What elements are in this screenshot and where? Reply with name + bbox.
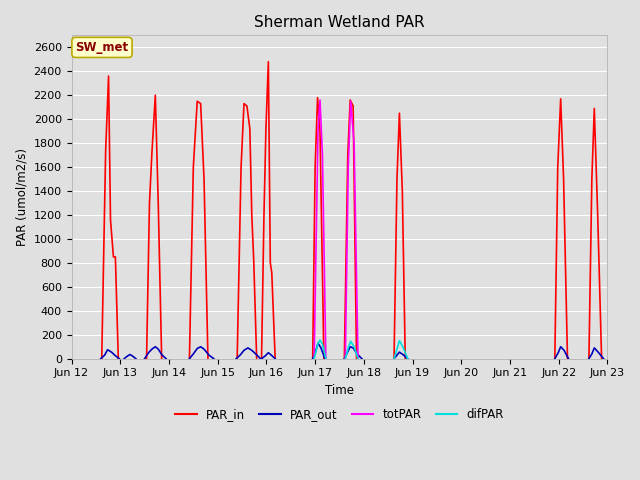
Text: SW_met: SW_met	[76, 41, 129, 54]
PAR_in	[598, 356, 605, 361]
Title: Sherman Wetland PAR: Sherman Wetland PAR	[254, 15, 425, 30]
PAR_out	[154, 346, 162, 352]
difPAR	[399, 344, 406, 349]
totPAR	[350, 140, 358, 146]
Line: PAR_out: PAR_out	[100, 343, 604, 359]
totPAR	[344, 164, 352, 170]
PAR_in	[111, 254, 119, 260]
difPAR	[390, 356, 398, 361]
Line: PAR_in: PAR_in	[102, 62, 602, 359]
totPAR	[342, 356, 349, 361]
PAR_out	[200, 346, 208, 352]
difPAR	[314, 340, 322, 346]
PAR_in	[311, 164, 319, 170]
difPAR	[404, 356, 412, 361]
Legend: PAR_in, PAR_out, totPAR, difPAR: PAR_in, PAR_out, totPAR, difPAR	[170, 403, 508, 426]
PAR_in	[240, 101, 248, 107]
difPAR	[350, 344, 358, 349]
difPAR	[347, 338, 355, 344]
difPAR	[396, 338, 403, 344]
difPAR	[342, 356, 349, 361]
PAR_out	[97, 356, 104, 361]
PAR_out	[152, 344, 159, 349]
X-axis label: Time: Time	[325, 384, 354, 397]
totPAR	[322, 356, 330, 361]
PAR_in	[237, 164, 245, 170]
difPAR	[393, 346, 401, 352]
Line: totPAR: totPAR	[314, 100, 358, 359]
totPAR	[313, 212, 321, 218]
difPAR	[310, 356, 318, 361]
difPAR	[319, 341, 326, 347]
totPAR	[319, 152, 326, 158]
totPAR	[347, 98, 355, 104]
difPAR	[344, 345, 352, 351]
Line: difPAR: difPAR	[314, 340, 408, 359]
difPAR	[354, 356, 362, 361]
totPAR	[310, 356, 318, 361]
difPAR	[316, 337, 324, 343]
difPAR	[322, 356, 330, 361]
totPAR	[316, 97, 324, 103]
PAR_in	[98, 356, 106, 361]
PAR_out	[271, 356, 279, 361]
totPAR	[354, 356, 362, 361]
difPAR	[313, 346, 321, 352]
Y-axis label: PAR (umol/m2/s): PAR (umol/m2/s)	[15, 148, 28, 246]
totPAR	[314, 126, 322, 132]
